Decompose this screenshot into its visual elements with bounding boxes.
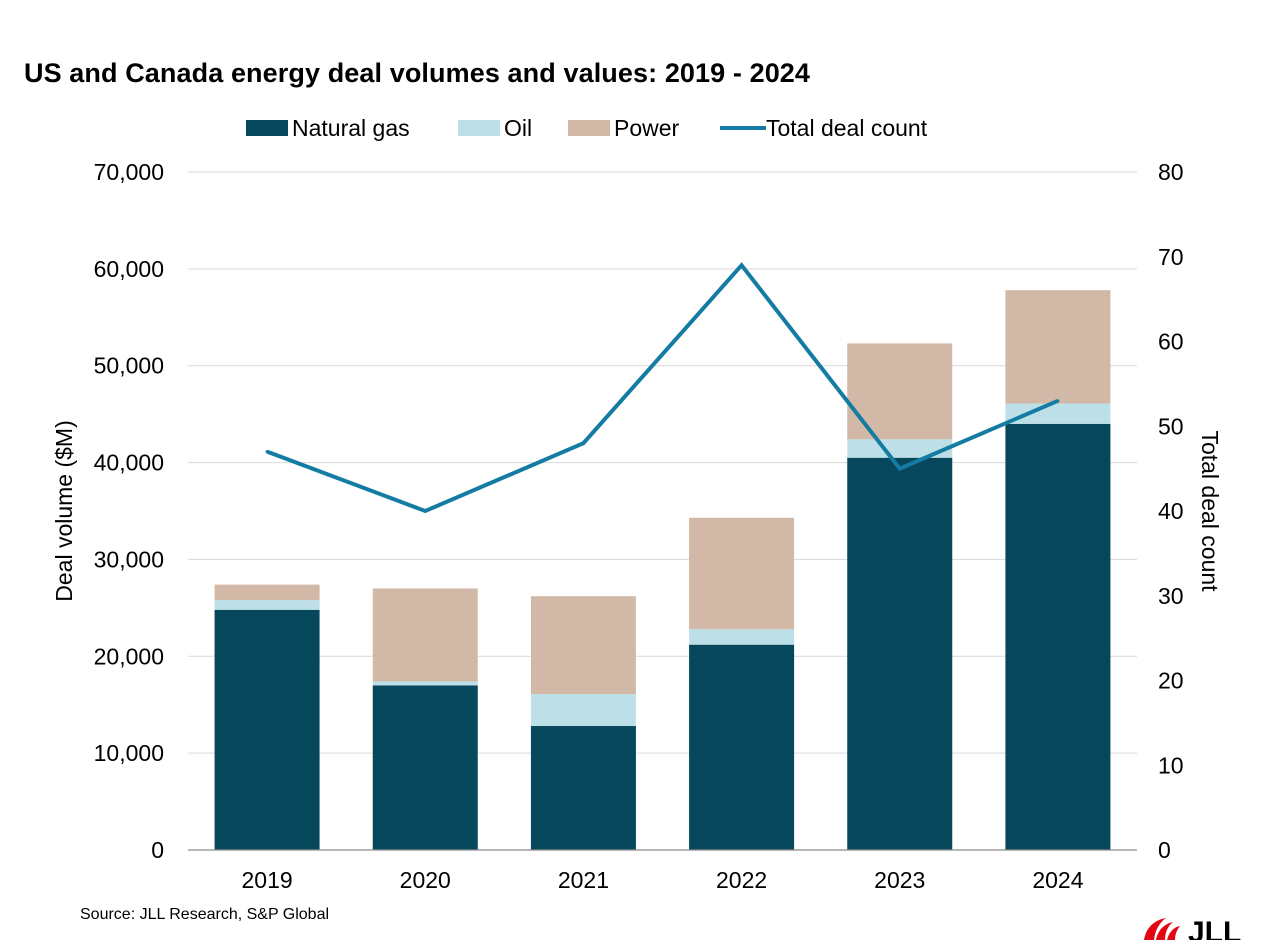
x-tick-label: 2019	[241, 867, 292, 893]
bar-power	[214, 584, 320, 601]
bar-natural-gas	[372, 685, 478, 850]
bar-oil	[530, 694, 636, 727]
x-tick-label: 2022	[716, 867, 767, 893]
bar-oil	[847, 439, 953, 458]
line-point	[581, 441, 585, 445]
bar-oil	[372, 681, 478, 686]
bar-natural-gas	[847, 457, 953, 850]
bar-oil	[214, 600, 320, 610]
y2-tick-label: 40	[1158, 498, 1184, 524]
legend-swatch	[568, 120, 610, 136]
y-tick-label: 40,000	[94, 450, 164, 476]
y2-tick-label: 70	[1158, 244, 1184, 270]
line-point	[423, 509, 427, 513]
bar-natural-gas	[530, 726, 636, 850]
legend-label: Total deal count	[766, 115, 928, 141]
source-note: Source: JLL Research, S&P Global	[80, 906, 330, 923]
y-tick-label: 30,000	[94, 546, 164, 572]
legend-label: Natural gas	[292, 115, 410, 141]
jll-logo: JLL	[1144, 916, 1241, 940]
y-tick-label: 0	[151, 837, 164, 863]
y2-tick-label: 0	[1158, 837, 1171, 863]
x-tick-label: 2021	[558, 867, 609, 893]
y-tick-label: 70,000	[94, 159, 164, 185]
bar-oil	[1005, 403, 1111, 424]
bar-power	[1005, 290, 1111, 404]
y-tick-label: 60,000	[94, 256, 164, 282]
legend-swatch	[246, 120, 288, 136]
bar-power	[847, 343, 953, 440]
chart-title: US and Canada energy deal volumes and va…	[24, 58, 811, 88]
bar-oil	[689, 629, 795, 645]
y-tick-label: 10,000	[94, 740, 164, 766]
logo-text: JLL	[1188, 916, 1241, 940]
x-tick-label: 2023	[874, 867, 925, 893]
line-total-deal-count	[266, 262, 1059, 514]
legend-swatch	[458, 120, 500, 136]
line-point	[1056, 399, 1060, 403]
legend-label: Oil	[504, 115, 532, 141]
bar-power	[530, 596, 636, 695]
line-point	[740, 263, 744, 267]
line-point	[265, 450, 269, 454]
y2-axis-title: Total deal count	[1197, 430, 1223, 592]
y-tick-label: 50,000	[94, 353, 164, 379]
y-axis-title: Deal volume ($M)	[51, 420, 77, 602]
x-tick-label: 2020	[400, 867, 451, 893]
y2-tick-label: 60	[1158, 329, 1184, 355]
legend-label: Power	[614, 115, 680, 141]
x-tick-label: 2024	[1032, 867, 1083, 893]
bar-natural-gas	[1005, 423, 1111, 850]
y2-tick-label: 50	[1158, 413, 1184, 439]
bar-natural-gas	[214, 609, 320, 850]
y2-tick-label: 10	[1158, 752, 1184, 778]
line-point	[898, 467, 902, 471]
bar-natural-gas	[689, 644, 795, 850]
y2-tick-label: 20	[1158, 668, 1184, 694]
bar-power	[689, 517, 795, 630]
y-tick-label: 20,000	[94, 643, 164, 669]
y2-tick-label: 30	[1158, 583, 1184, 609]
bar-power	[372, 588, 478, 682]
y2-tick-label: 80	[1158, 159, 1184, 185]
